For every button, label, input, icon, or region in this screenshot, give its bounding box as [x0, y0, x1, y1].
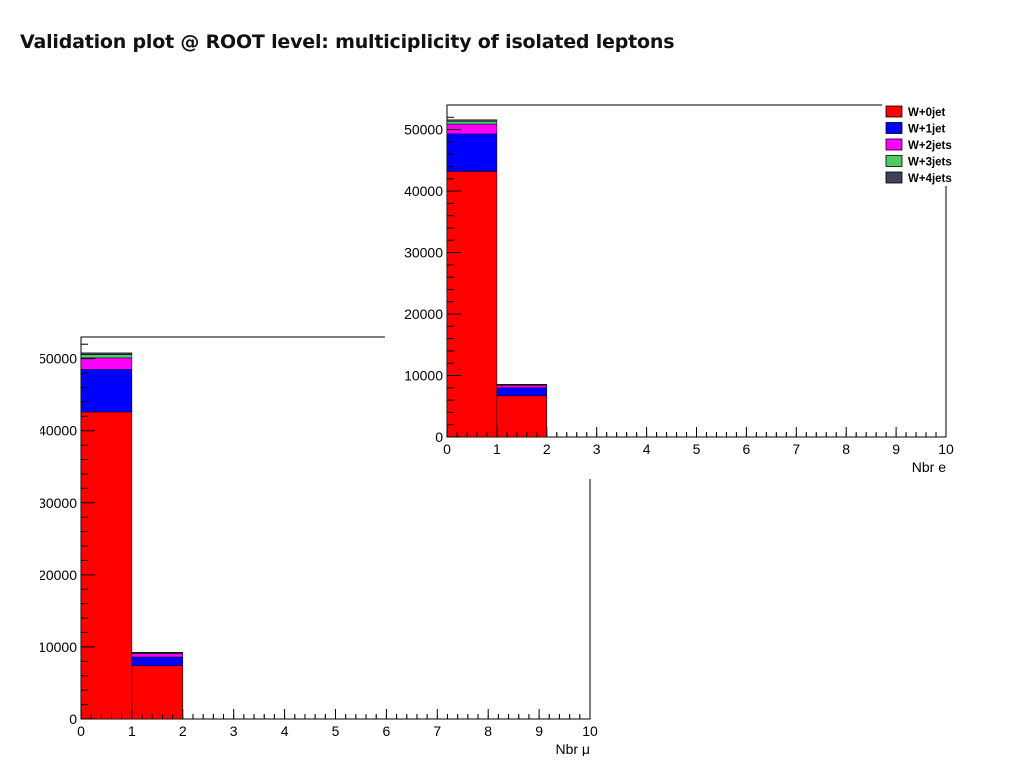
plot-e-frame: [446, 104, 947, 438]
legend-label: W+4jets: [908, 173, 952, 185]
plot-e-x-tick-label: 4: [643, 441, 651, 457]
plot-mu-x-tick-label: 0: [77, 723, 85, 739]
plot-e-x-tick-label: 9: [892, 441, 900, 457]
plot-e-bar-w-1jet-bin0: [446, 133, 498, 172]
legend-label: W+0jet: [908, 107, 946, 119]
plot-e-bar-w-2jets-bin0: [446, 123, 498, 135]
plot-e-bar-w-4jets-bin0: [446, 119, 498, 122]
plot-e-x-tick-label: 3: [593, 441, 601, 457]
plot-mu-bar-w-4jets-bin1: [131, 652, 184, 654]
plot-e-x-tick-label: 10: [938, 441, 954, 457]
plot-mu-x-tick-label: 2: [179, 723, 187, 739]
plot-mu-x-tick-label: 3: [230, 723, 238, 739]
plot-mu-bar-w-0jet-bin0: [80, 411, 133, 720]
plot-e-y-tick-label: 30000: [404, 245, 443, 261]
plot-e-y-tick-label: 20000: [404, 306, 443, 322]
plot-mu-x-tick-label: 7: [433, 723, 441, 739]
legend-label: W+2jets: [908, 140, 952, 152]
legend-swatch: [885, 138, 903, 151]
plot-e-y-tick-label: 0: [435, 429, 443, 445]
plot-mu-x-tick-label: 10: [582, 723, 598, 739]
plot-mu-x-tick-label: 4: [281, 723, 289, 739]
plot-mu-y-tick-label: 20000: [40, 567, 77, 583]
histogram-electron-multiplicity: 0 1 2 3 4 5 6 7 8 9 10 0 10000 20000 30000 40000 50000 Nb…: [404, 102, 974, 475]
plot-e-y-tick-label: 50000: [404, 122, 443, 138]
legend-swatch: [885, 122, 903, 134]
plot-mu-y-tick-label: 0: [69, 711, 77, 727]
plot-mu-y-tick-label: 10000: [40, 639, 77, 655]
plot-mu-bar-w-1jet-bin0: [80, 369, 133, 413]
legend-swatch: [885, 155, 903, 167]
plot-e-y-tick-label: 40000: [404, 183, 443, 199]
plot-e-x-tick-label: 0: [443, 441, 451, 457]
plot-mu-bar-w-2jets-bin0: [80, 357, 133, 370]
plot-e-bar-w-3jets-bin0: [446, 121, 498, 125]
plot-e-x-tick-label: 7: [792, 441, 800, 457]
plot-e-bar-w-4jets-bin1: [496, 384, 548, 386]
legend-label: W+3jets: [908, 157, 952, 169]
plot-e-bar-w-0jet-bin0: [446, 171, 498, 438]
plot-e-bar-w-0jet-bin1: [496, 395, 548, 438]
plot-e-x-axis-title: Nbr e: [912, 459, 946, 475]
plot-mu-bar-w-4jets-bin0: [80, 352, 133, 355]
plot-mu-x-tick-label: 9: [535, 723, 543, 739]
plot-mu-x-tick-label: 5: [332, 723, 340, 739]
plot-mu-bar-w-0jet-bin1: [131, 665, 184, 720]
plot-e-bar-w-1jet-bin1: [496, 387, 548, 397]
plot-e-x-tick-label: 5: [693, 441, 701, 457]
plot-e-bar-w-2jets-bin1: [496, 385, 548, 389]
plot-mu-bar-w-3jets-bin0: [80, 354, 133, 359]
plot-mu-y-tick-label: 30000: [40, 495, 77, 511]
plot-mu-x-axis-title: Nbr μ: [555, 741, 590, 756]
plot-e-x-tick-label: 6: [743, 441, 751, 457]
plot-mu-y-tick-label: 40000: [40, 423, 77, 439]
plot-mu-bar-w-1jet-bin1: [131, 656, 184, 666]
plot-mu-y-tick-label: 50000: [40, 351, 77, 367]
plot-mu-x-tick-label: 8: [484, 723, 492, 739]
legend-label: W+1jet: [908, 124, 946, 136]
plot-e-x-tick-label: 8: [842, 441, 850, 457]
plot-e-x-tick-label: 2: [543, 441, 551, 457]
plot-e-y-tick-label: 10000: [404, 368, 443, 384]
legend-swatch: [885, 171, 903, 184]
plot-mu-x-tick-label: 6: [383, 723, 391, 739]
plot-e-x-tick-label: 1: [493, 441, 501, 457]
legend-swatch: [885, 105, 903, 118]
plot-mu-x-tick-label: 1: [128, 723, 136, 739]
slide-title: Validation plot @ ROOT level: multicipli…: [20, 31, 675, 53]
plot-mu-bar-w-2jets-bin1: [131, 653, 184, 658]
